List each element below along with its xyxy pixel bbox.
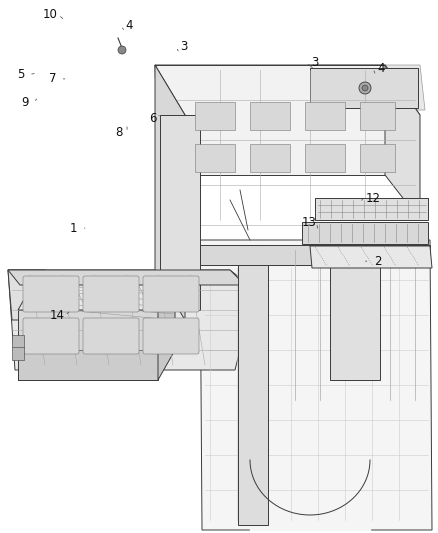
Bar bbox=[195, 144, 235, 172]
Circle shape bbox=[118, 46, 126, 54]
Text: 7: 7 bbox=[49, 72, 57, 85]
Polygon shape bbox=[308, 65, 425, 110]
Polygon shape bbox=[8, 270, 245, 285]
Text: 8: 8 bbox=[116, 126, 123, 139]
Polygon shape bbox=[200, 245, 430, 265]
Polygon shape bbox=[155, 65, 385, 175]
Polygon shape bbox=[315, 198, 428, 220]
Polygon shape bbox=[310, 246, 432, 268]
Polygon shape bbox=[302, 222, 428, 244]
FancyBboxPatch shape bbox=[143, 318, 199, 354]
FancyBboxPatch shape bbox=[23, 276, 79, 312]
Text: 4: 4 bbox=[125, 19, 133, 32]
FancyBboxPatch shape bbox=[83, 276, 139, 312]
Polygon shape bbox=[385, 65, 420, 220]
Polygon shape bbox=[310, 68, 418, 108]
Text: 3: 3 bbox=[180, 41, 187, 53]
Text: 2: 2 bbox=[374, 255, 381, 268]
Polygon shape bbox=[18, 350, 158, 380]
Bar bbox=[360, 144, 395, 172]
Polygon shape bbox=[330, 245, 380, 380]
Bar bbox=[250, 102, 290, 130]
Bar bbox=[195, 102, 235, 130]
Text: 5: 5 bbox=[18, 68, 25, 81]
Text: 14: 14 bbox=[49, 309, 64, 322]
Polygon shape bbox=[18, 310, 158, 380]
Bar bbox=[250, 144, 290, 172]
FancyBboxPatch shape bbox=[23, 318, 79, 354]
Polygon shape bbox=[160, 115, 200, 310]
Polygon shape bbox=[200, 240, 432, 530]
Polygon shape bbox=[8, 270, 50, 320]
Polygon shape bbox=[158, 280, 175, 380]
Text: 12: 12 bbox=[366, 192, 381, 205]
Circle shape bbox=[362, 85, 368, 91]
Polygon shape bbox=[238, 245, 268, 525]
Circle shape bbox=[359, 82, 371, 94]
Text: 4: 4 bbox=[377, 62, 385, 75]
Text: 10: 10 bbox=[43, 9, 58, 21]
Text: 3: 3 bbox=[311, 56, 318, 69]
Polygon shape bbox=[155, 65, 185, 320]
Text: 6: 6 bbox=[148, 112, 156, 125]
Text: 13: 13 bbox=[301, 216, 316, 229]
Polygon shape bbox=[8, 270, 255, 370]
Bar bbox=[360, 102, 395, 130]
Bar bbox=[305, 102, 345, 130]
Bar bbox=[305, 144, 345, 172]
Polygon shape bbox=[18, 280, 175, 310]
Bar bbox=[12, 335, 24, 360]
FancyBboxPatch shape bbox=[83, 318, 139, 354]
Text: 1: 1 bbox=[70, 222, 78, 235]
Polygon shape bbox=[155, 65, 190, 275]
FancyBboxPatch shape bbox=[143, 276, 199, 312]
Text: 9: 9 bbox=[21, 96, 29, 109]
Polygon shape bbox=[155, 65, 420, 115]
